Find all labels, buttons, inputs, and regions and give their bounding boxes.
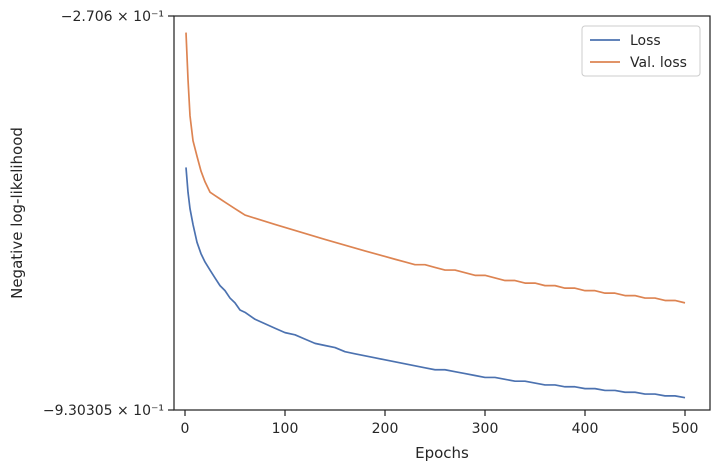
x-ticks-layer: 0 100 200 300 400 500 — [181, 410, 699, 437]
legend: Loss Val. loss — [581, 25, 701, 77]
x-tick-label: 400 — [572, 421, 599, 437]
y-tick-label-bottom: −9.30305 × 10⁻¹ — [43, 403, 164, 419]
legend-box — [581, 25, 701, 77]
series-line-val-loss — [185, 32, 686, 304]
series-line-loss — [185, 167, 686, 399]
x-tick-label: 200 — [372, 421, 399, 437]
x-tick-label: 0 — [181, 421, 190, 437]
legend-label-loss: Loss — [630, 33, 661, 49]
x-tick-label: 300 — [472, 421, 499, 437]
x-tick-label: 100 — [272, 421, 299, 437]
series-layer — [185, 32, 686, 399]
plot-area — [174, 16, 710, 410]
y-tick-label-top: −2.706 × 10⁻¹ — [61, 9, 164, 25]
x-tick-label: 500 — [672, 421, 699, 437]
x-axis-label: Epochs — [415, 444, 469, 462]
legend-label-val-loss: Val. loss — [630, 55, 687, 71]
y-axis-label: Negative log-likelihood — [8, 127, 26, 299]
plot-frame — [173, 15, 711, 411]
